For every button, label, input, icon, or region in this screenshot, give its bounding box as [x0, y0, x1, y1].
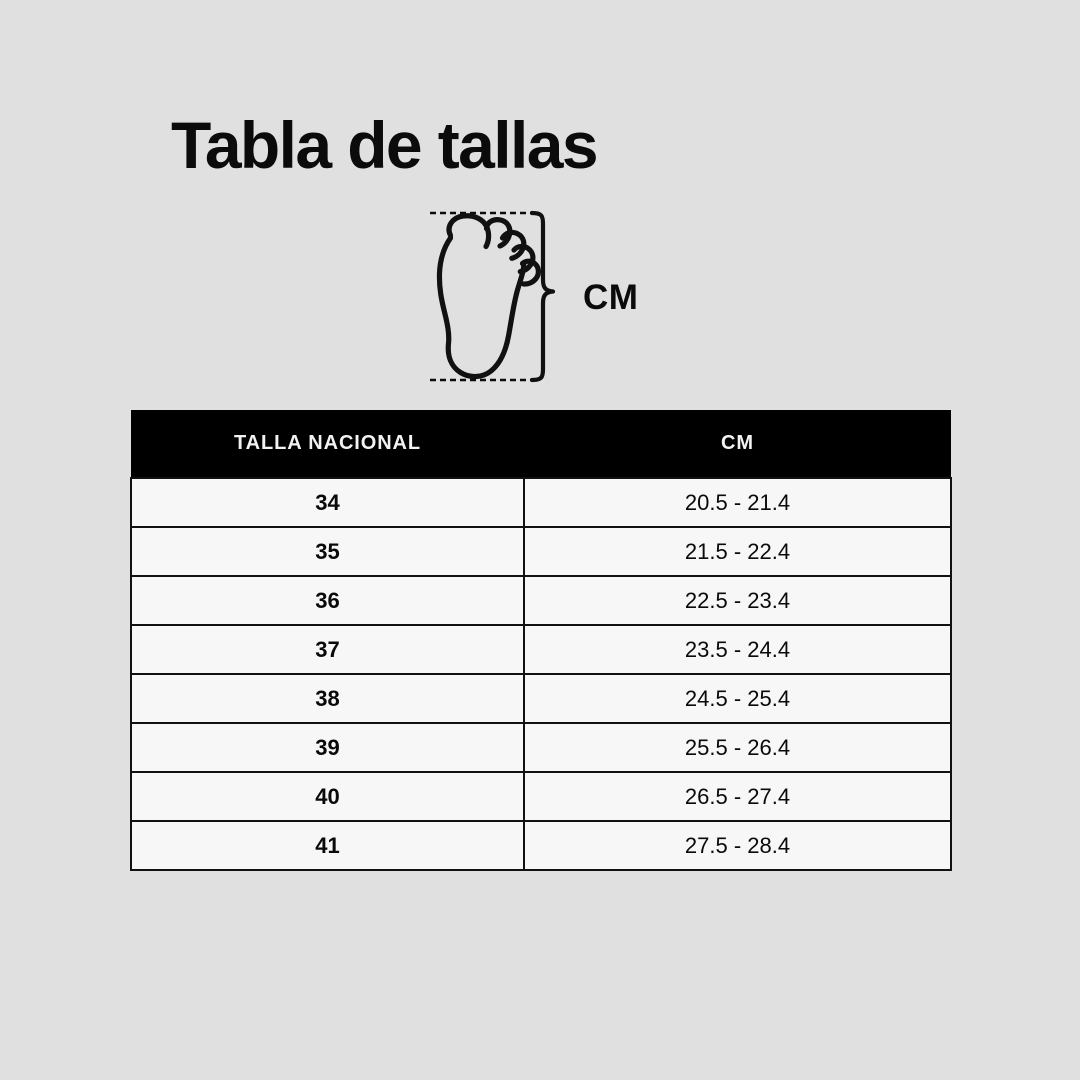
table-row: 40 26.5 - 27.4 — [130, 771, 952, 822]
cell-talla-nacional: 37 — [130, 624, 525, 675]
cell-cm: 27.5 - 28.4 — [523, 820, 952, 871]
cell-talla-nacional: 39 — [130, 722, 525, 773]
table-row: 39 25.5 - 26.4 — [130, 722, 952, 773]
measurement-brace-icon — [529, 210, 556, 383]
column-header-cm: CM — [524, 410, 951, 478]
cell-cm: 25.5 - 26.4 — [523, 722, 952, 773]
cell-cm: 20.5 - 21.4 — [523, 477, 952, 528]
table-row: 37 23.5 - 24.4 — [130, 624, 952, 675]
table-row: 35 21.5 - 22.4 — [130, 526, 952, 577]
cell-talla-nacional: 35 — [130, 526, 525, 577]
cell-cm: 26.5 - 27.4 — [523, 771, 952, 822]
diagram-unit-label: CM — [583, 278, 639, 317]
page-title: Tabla de tallas — [171, 108, 599, 182]
cell-cm: 21.5 - 22.4 — [523, 526, 952, 577]
foot-outline-icon — [436, 213, 541, 380]
table-body: 34 20.5 - 21.4 35 21.5 - 22.4 36 22.5 - … — [130, 477, 952, 871]
cell-cm: 22.5 - 23.4 — [523, 575, 952, 626]
cell-talla-nacional: 40 — [130, 771, 525, 822]
table-row: 34 20.5 - 21.4 — [130, 477, 952, 528]
cell-cm: 24.5 - 25.4 — [523, 673, 952, 724]
cell-talla-nacional: 34 — [130, 477, 525, 528]
table-row: 38 24.5 - 25.4 — [130, 673, 952, 724]
foot-measurement-diagram — [410, 200, 670, 400]
cell-talla-nacional: 41 — [130, 820, 525, 871]
table-row: 41 27.5 - 28.4 — [130, 820, 952, 871]
table-row: 36 22.5 - 23.4 — [130, 575, 952, 626]
size-chart-table: TALLA NACIONAL CM 34 20.5 - 21.4 35 21.5… — [130, 410, 952, 871]
table-header-row: TALLA NACIONAL CM — [131, 410, 951, 478]
cell-talla-nacional: 38 — [130, 673, 525, 724]
column-header-talla-nacional: TALLA NACIONAL — [131, 410, 524, 478]
cell-talla-nacional: 36 — [130, 575, 525, 626]
cell-cm: 23.5 - 24.4 — [523, 624, 952, 675]
